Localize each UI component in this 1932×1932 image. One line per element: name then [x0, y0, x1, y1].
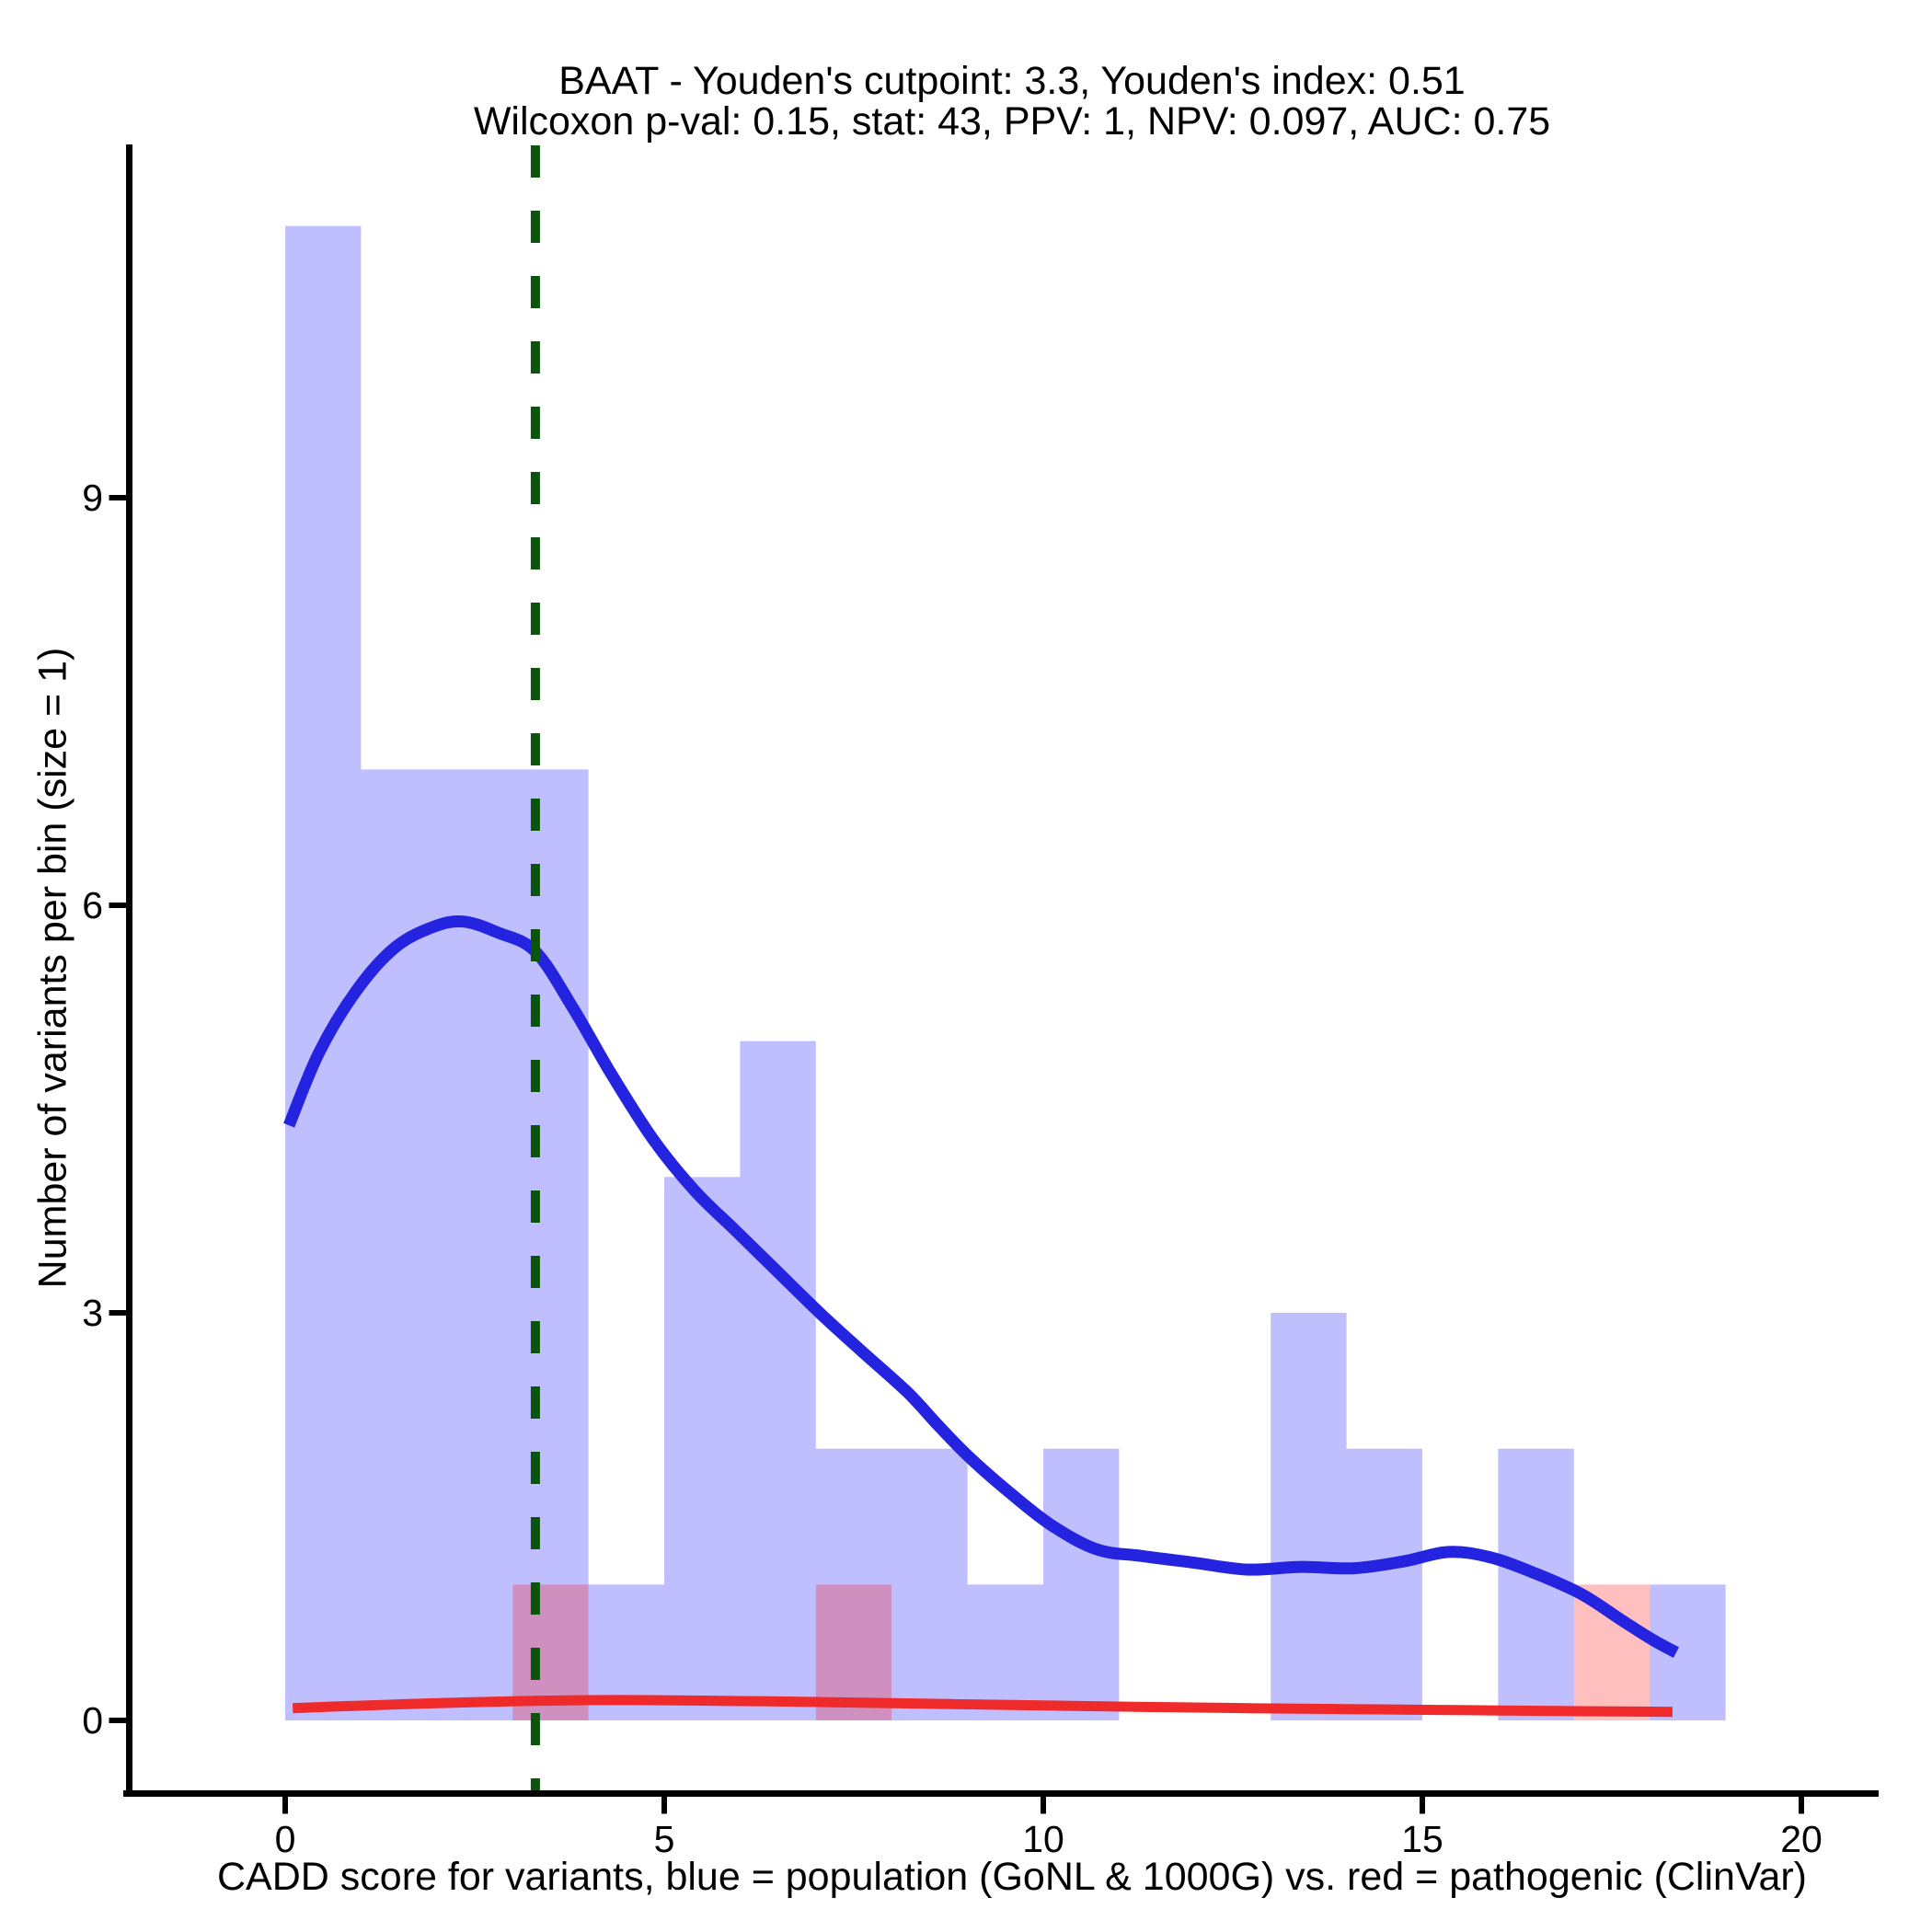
x-tick-label: 20	[1780, 1818, 1823, 1860]
chart-title-line2: Wilcoxon p-val: 0.15, stat: 43, PPV: 1, …	[473, 99, 1551, 144]
x-tick-label: 10	[1022, 1818, 1064, 1860]
y-tick-label: 3	[82, 1291, 103, 1334]
x-tick-label: 0	[274, 1818, 296, 1860]
histogram-bar-population	[815, 1448, 892, 1720]
histogram-bar-population	[1043, 1448, 1120, 1720]
histogram-bar-population	[664, 1177, 741, 1720]
y-tick-label: 0	[82, 1699, 103, 1742]
x-tick-label: 15	[1401, 1818, 1443, 1860]
density-curve-population	[283, 914, 1680, 1658]
histogram-bar-pathogenic	[1573, 1584, 1650, 1720]
histogram-bar-population	[740, 1041, 816, 1720]
density-curve-pathogenic	[292, 1695, 1673, 1718]
chart-title: BAAT - Youden's cutpoint: 3.3, Youden's …	[129, 61, 1895, 142]
y-tick-label: 6	[82, 883, 103, 926]
chart-title-line1: BAAT - Youden's cutpoint: 3.3, Youden's …	[558, 59, 1466, 103]
x-tick-label: 5	[653, 1818, 675, 1860]
histogram-bar-population	[967, 1584, 1043, 1720]
histogram-bar-population	[1271, 1312, 1347, 1720]
x-axis-label: CADD score for variants, blue = populati…	[217, 1855, 1807, 1899]
histogram-bar-population	[361, 769, 437, 1720]
histogram-bar-population	[285, 225, 362, 1721]
histogram-bar-population	[436, 769, 513, 1720]
histogram-bar-population	[1346, 1448, 1422, 1720]
y-tick-label: 9	[82, 476, 103, 519]
histogram-bar-population	[1650, 1584, 1726, 1720]
histogram-bar-population	[891, 1448, 968, 1720]
y-axis-label: Number of variants per bin (size = 1)	[30, 647, 75, 1289]
histogram-bar-population	[512, 769, 589, 1720]
